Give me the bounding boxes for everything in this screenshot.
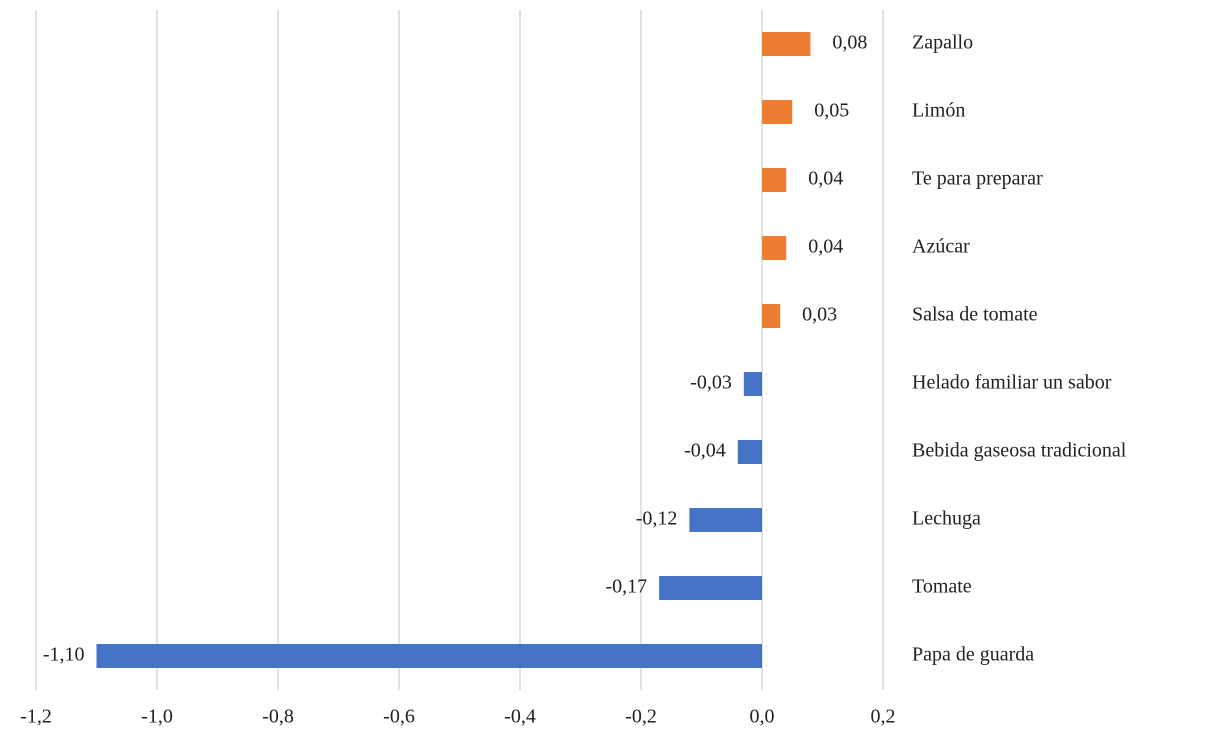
value-label: 0,04 [808,236,843,258]
bar [762,32,811,56]
value-label: 0,03 [802,304,837,326]
category-label: Te para preparar [912,168,1043,190]
category-label: Helado familiar un sabor [912,372,1112,394]
x-tick-label: -1,2 [20,706,52,728]
category-label: Bebida gaseosa tradicional [912,440,1127,462]
x-tick-label: -0,2 [625,706,657,728]
category-label: Papa de guarda [912,644,1034,666]
category-label: Lechuga [912,508,981,530]
category-label: Azúcar [912,236,970,258]
x-tick-label: -0,8 [262,706,294,728]
value-label: -0,12 [636,508,678,530]
bar [762,236,787,260]
category-label: Limón [912,100,965,122]
bar [743,372,762,396]
category-label: Salsa de tomate [912,304,1038,326]
x-tick-label: -0,4 [504,706,536,728]
bar [96,644,762,668]
bar [737,440,762,464]
x-tick-label: 0,2 [871,706,896,728]
value-label: -0,04 [684,440,726,462]
value-label: -1,10 [43,644,85,666]
x-tick-label: 0,0 [750,706,775,728]
bar [762,168,787,192]
x-tick-label: -0,6 [383,706,415,728]
category-label: Zapallo [912,32,973,54]
bar [659,576,762,600]
value-label: 0,05 [814,100,849,122]
value-label: -0,03 [690,372,732,394]
value-label: 0,04 [808,168,843,190]
x-tick-label: -1,0 [141,706,173,728]
category-label: Tomate [912,576,972,598]
bar [689,508,762,532]
value-label: 0,08 [832,32,867,54]
bar [762,100,793,124]
value-label: -0,17 [605,576,647,598]
bar [762,304,781,328]
